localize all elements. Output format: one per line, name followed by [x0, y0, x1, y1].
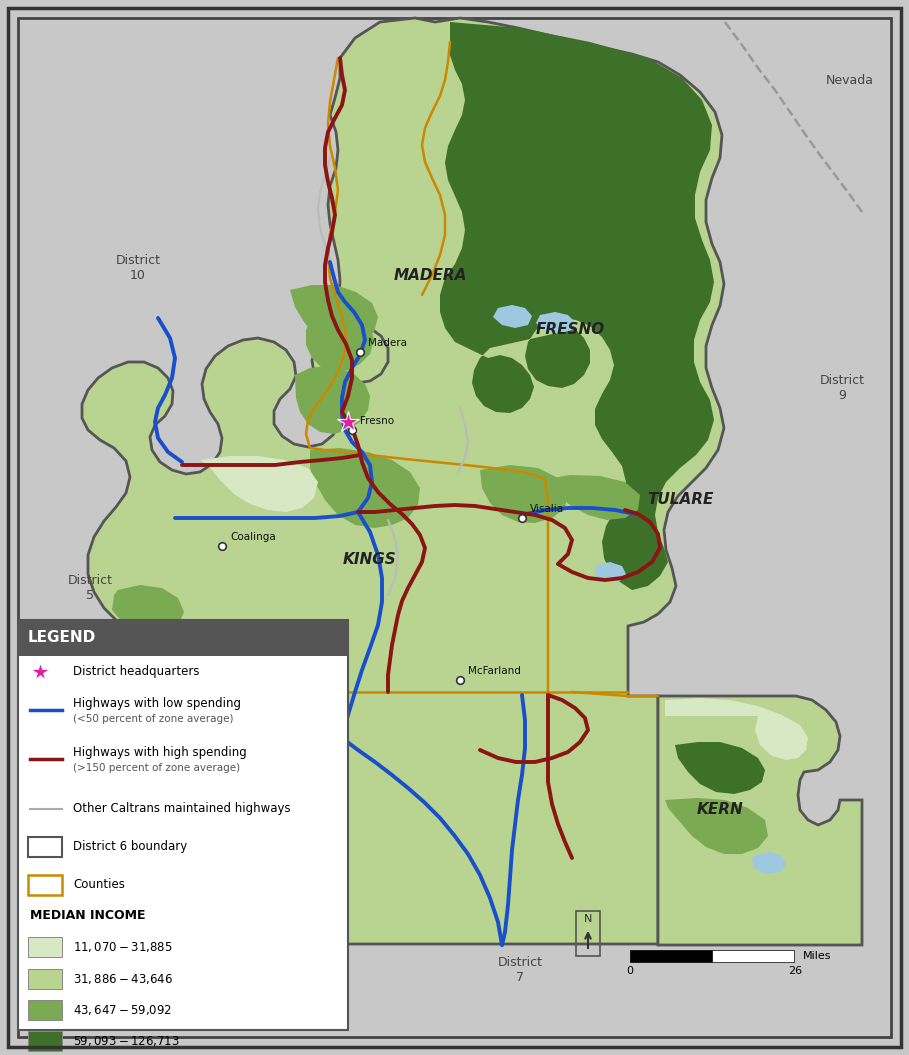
Polygon shape [306, 295, 374, 372]
Polygon shape [112, 586, 184, 632]
Text: N: N [584, 914, 592, 924]
Text: District
9: District 9 [820, 375, 864, 402]
Bar [28, 1031, 62, 1051]
Polygon shape [480, 465, 568, 523]
Text: District 6 boundary: District 6 boundary [73, 840, 187, 853]
Text: MEDIAN INCOME: MEDIAN INCOME [30, 908, 145, 922]
Polygon shape [440, 22, 714, 590]
Bar [28, 837, 62, 857]
Polygon shape [540, 475, 640, 520]
Text: Fresno: Fresno [360, 416, 395, 426]
Text: 26: 26 [788, 966, 802, 976]
Text: LEGEND: LEGEND [28, 631, 96, 646]
Bar [630, 950, 712, 962]
Text: District
10: District 10 [115, 254, 161, 282]
Polygon shape [290, 285, 378, 346]
Polygon shape [295, 366, 370, 434]
Text: District
7: District 7 [497, 956, 543, 984]
Polygon shape [493, 305, 532, 328]
Text: McFarland: McFarland [468, 666, 521, 676]
Polygon shape [675, 742, 765, 794]
Polygon shape [310, 448, 420, 528]
Text: Highways with low spending: Highways with low spending [73, 696, 241, 710]
Text: District headquarters: District headquarters [73, 666, 199, 678]
Text: District
5: District 5 [67, 574, 113, 602]
Text: $43,647 - $59,092: $43,647 - $59,092 [73, 1003, 172, 1017]
Text: $59,093 - $126,713: $59,093 - $126,713 [73, 1034, 180, 1048]
Polygon shape [82, 18, 724, 944]
Text: FRESNO: FRESNO [535, 323, 604, 338]
Text: Counties: Counties [73, 879, 125, 891]
Bar [576, 912, 600, 956]
Bar [712, 950, 794, 962]
Polygon shape [665, 698, 808, 760]
Bar [28, 875, 62, 895]
Polygon shape [665, 798, 768, 853]
Polygon shape [18, 620, 348, 656]
Text: Miles: Miles [803, 951, 832, 961]
Polygon shape [658, 696, 862, 945]
Bar [28, 938, 62, 958]
Text: Coalinga: Coalinga [230, 532, 275, 542]
Text: (>150 percent of zone average): (>150 percent of zone average) [73, 764, 240, 773]
Text: MADERA: MADERA [394, 268, 466, 283]
Text: 0: 0 [626, 966, 634, 976]
Polygon shape [536, 312, 575, 334]
Polygon shape [752, 852, 786, 874]
Bar [28, 1000, 62, 1020]
Polygon shape [595, 562, 626, 582]
Text: Nevada: Nevada [826, 74, 874, 87]
Polygon shape [18, 18, 891, 1037]
Text: Highways with high spending: Highways with high spending [73, 746, 246, 759]
Text: Madera: Madera [368, 338, 407, 348]
Bar [28, 968, 62, 989]
Text: KERN: KERN [696, 803, 744, 818]
Text: (<50 percent of zone average): (<50 percent of zone average) [73, 714, 234, 724]
Text: KINGS: KINGS [343, 553, 397, 568]
Text: Visalia: Visalia [530, 504, 564, 514]
Text: $31,886 - $43,646: $31,886 - $43,646 [73, 972, 174, 985]
Text: Other Caltrans maintained highways: Other Caltrans maintained highways [73, 802, 291, 816]
Polygon shape [18, 620, 348, 1030]
Text: TULARE: TULARE [647, 493, 714, 507]
Polygon shape [200, 456, 318, 512]
Text: $11,070 - $31,885: $11,070 - $31,885 [73, 940, 173, 955]
